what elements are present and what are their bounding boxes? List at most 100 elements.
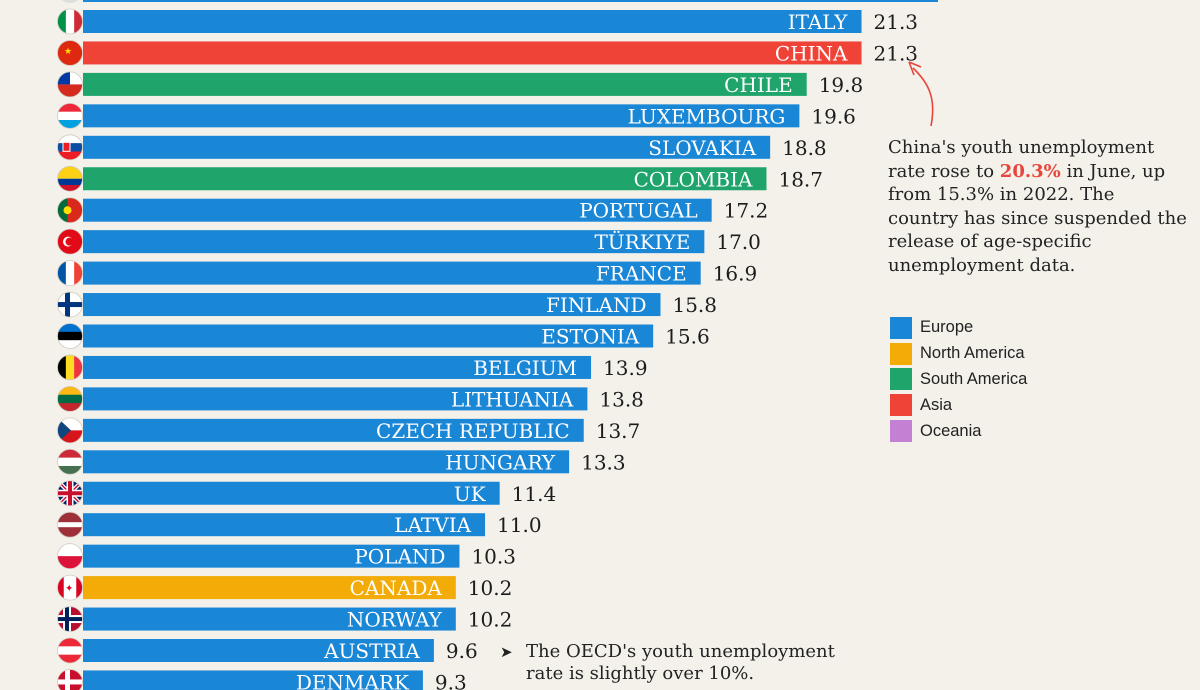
bar-colombia: [83, 167, 767, 191]
legend-label: Asia: [920, 395, 953, 414]
china-annotation: China's youth unemployment rate rose to …: [888, 136, 1188, 277]
bar-label-denmark: DENMARK: [296, 670, 410, 690]
annotation-arrow: [912, 67, 934, 127]
legend-swatch: [890, 368, 912, 391]
value-label-hungary: 13.3: [581, 450, 626, 474]
bar-label-china: CHINA: [775, 41, 848, 65]
bar-label-finland: FINLAND: [546, 293, 647, 317]
bar-label-canada: CANADA: [350, 576, 443, 600]
value-label-lithuania: 13.8: [599, 387, 644, 411]
hungary-flag-icon: [57, 449, 83, 475]
bar-uk: [83, 481, 500, 505]
annotation-text-start: China's youth unemployment rate rose to: [888, 137, 1155, 182]
value-label-denmark: 9.3: [435, 670, 467, 690]
value-label-slovakia: 18.8: [782, 136, 827, 160]
lithuania-flag-icon: [57, 386, 83, 412]
bar-t-rkiye: [83, 230, 705, 254]
bar-chile: [83, 72, 807, 96]
value-label-estonia: 15.6: [665, 325, 710, 349]
value-label-chile: 19.8: [819, 73, 864, 97]
legend-item-asia: Asia: [890, 392, 1027, 418]
value-label-finland: 15.8: [672, 293, 717, 317]
bar-label-t-rkiye: TÜRKIYE: [594, 229, 690, 254]
bar-label-italy: ITALY: [788, 10, 849, 34]
oecd-note: ➤ The OECD's youth unemployment rate is …: [500, 641, 840, 685]
bar-canada: [83, 576, 456, 600]
legend-item-north-america: North America: [890, 341, 1027, 367]
denmark-flag-icon: [57, 669, 83, 690]
bar-belgium: [83, 355, 592, 379]
bar-label-chile: CHILE: [724, 73, 793, 97]
legend-label: North America: [920, 344, 1025, 363]
value-label-norway: 10.2: [468, 608, 513, 632]
bar-latvia: [83, 513, 486, 537]
bar-portugal: [83, 198, 712, 222]
bar-label-austria: AUSTRIA: [323, 639, 420, 663]
bar-estonia: [83, 324, 654, 348]
value-label-italy: 21.3: [874, 10, 919, 34]
bar-austria: [83, 639, 434, 662]
cropped-flag-icon: [61, 0, 79, 3]
value-label-austria: 9.6: [446, 639, 478, 663]
arrow-icon: ➤: [500, 643, 513, 661]
finland-flag-icon: [57, 292, 83, 318]
china-flag-icon: ★: [57, 40, 83, 66]
slovakia-flag-icon: [57, 134, 83, 160]
bar-label-portugal: PORTUGAL: [579, 199, 697, 223]
bar-lithuania: [83, 387, 588, 411]
uk-flag-icon: [57, 480, 83, 506]
bar-denmark: [83, 670, 423, 690]
norway-flag-icon: [57, 606, 83, 632]
bar-norway: [83, 607, 456, 631]
bar-label-poland: POLAND: [354, 545, 445, 569]
turkiye-flag-icon: [57, 229, 83, 255]
italy-flag-icon: [57, 9, 83, 34]
cropped-bar-top: [83, 0, 938, 2]
legend-label: South America: [920, 369, 1028, 388]
value-label-latvia: 11.0: [497, 513, 542, 537]
canada-flag-icon: ✦: [57, 575, 83, 601]
bar-label-czech-republic: CZECH REPUBLIC: [376, 419, 570, 443]
bar-label-luxembourg: LUXEMBOURG: [628, 104, 786, 128]
bar-luxembourg: [83, 104, 800, 128]
legend: Europe North America South America Asia Ocea…: [890, 315, 1027, 444]
bar-czech-republic: [83, 418, 584, 442]
legend-swatch: [890, 342, 912, 365]
bar-label-belgium: BELGIUM: [473, 356, 577, 380]
luxembourg-flag-icon: [57, 103, 83, 129]
value-label-colombia: 18.7: [778, 167, 823, 191]
legend-label: Europe: [920, 318, 974, 337]
legend-swatch: [890, 316, 912, 339]
bar-label-hungary: HUNGARY: [445, 450, 556, 474]
svg-text:★: ★: [64, 47, 72, 57]
value-label-belgium: 13.9: [603, 356, 648, 380]
value-label-france: 16.9: [713, 262, 758, 286]
oecd-note-text: The OECD's youth unemployment rate is sl…: [526, 641, 835, 684]
chile-flag-icon: [57, 71, 83, 97]
bar-label-norway: NORWAY: [347, 608, 443, 632]
annotation-highlight: 20.3%: [999, 160, 1061, 182]
legend-swatch: [890, 394, 912, 417]
bar-label-latvia: LATVIA: [394, 513, 471, 537]
value-label-portugal: 17.2: [724, 199, 769, 223]
bar-label-france: FRANCE: [596, 262, 687, 286]
estonia-flag-icon: [57, 323, 83, 349]
bar-label-slovakia: SLOVAKIA: [648, 136, 756, 160]
value-label-czech-republic: 13.7: [596, 419, 641, 443]
bar-hungary: [83, 450, 570, 474]
legend-item-south-america: South America: [890, 367, 1027, 393]
annotation-text-end: in June, up from 15.3% in 2022. The coun…: [888, 160, 1187, 276]
bar-slovakia: [83, 135, 771, 159]
latvia-flag-icon: [57, 512, 83, 538]
legend-label: Oceania: [920, 421, 982, 440]
poland-flag-icon: [57, 543, 83, 569]
value-label-uk: 11.4: [512, 482, 557, 506]
value-label-canada: 10.2: [468, 576, 513, 600]
legend-swatch: [890, 420, 912, 443]
france-flag-icon: [57, 260, 83, 286]
bar-label-uk: UK: [454, 482, 487, 506]
value-label-luxembourg: 19.6: [811, 104, 856, 128]
value-label-china: 21.3: [874, 41, 919, 65]
svg-text:✦: ✦: [65, 584, 73, 595]
